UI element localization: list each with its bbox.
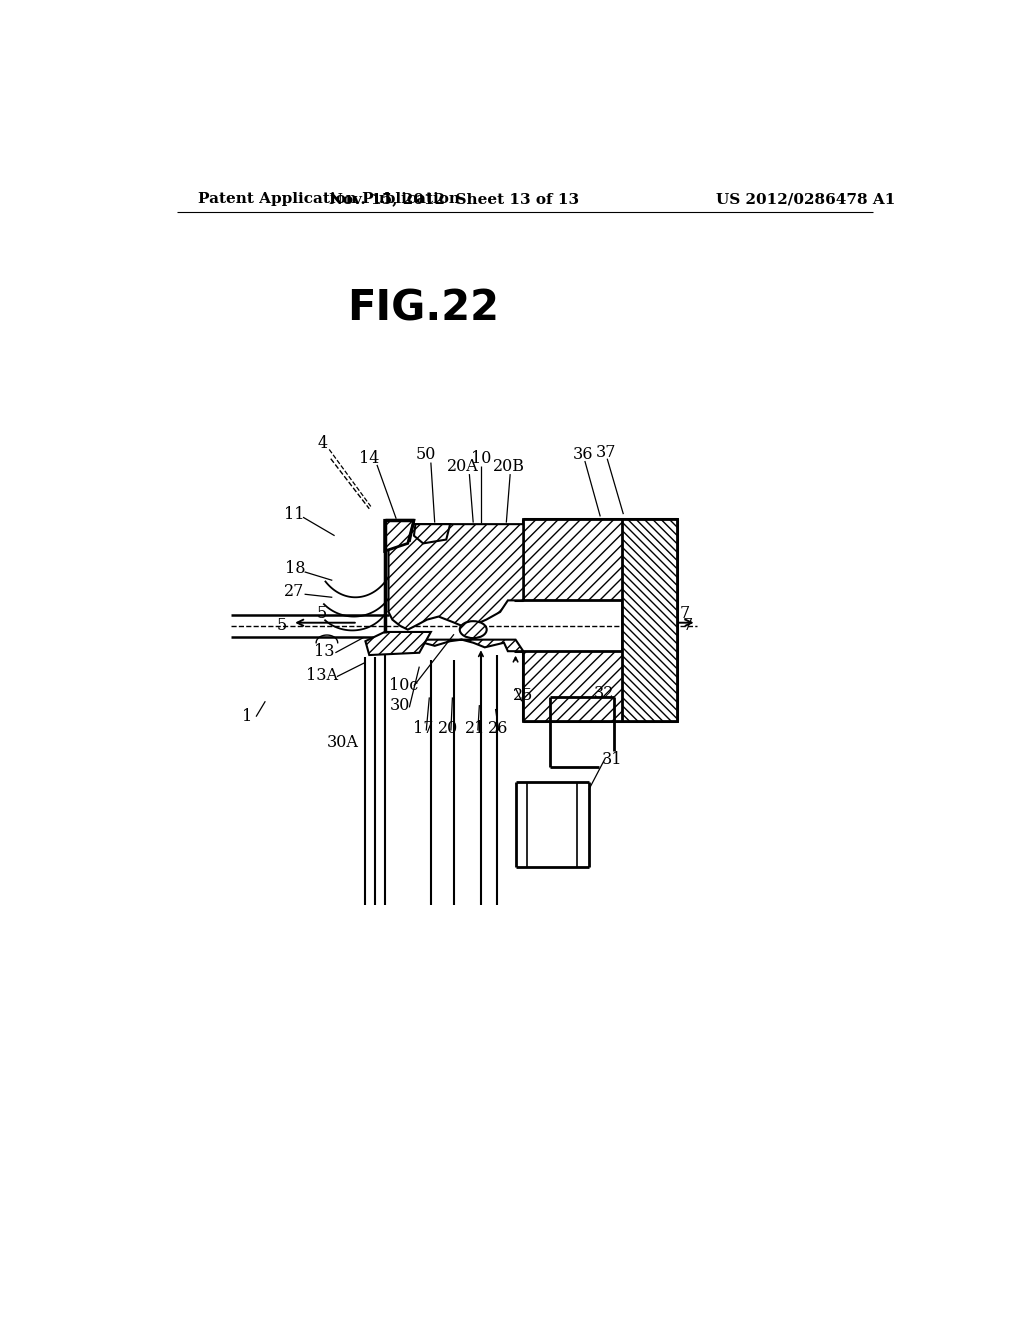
Text: 13A: 13A bbox=[305, 668, 338, 684]
Text: 25: 25 bbox=[513, 688, 534, 705]
Text: 32: 32 bbox=[594, 685, 614, 702]
Text: 10c: 10c bbox=[389, 677, 419, 694]
Polygon shape bbox=[523, 519, 677, 601]
Text: 1: 1 bbox=[243, 708, 253, 725]
Polygon shape bbox=[385, 520, 414, 552]
Text: 30A: 30A bbox=[327, 734, 358, 751]
Text: 26: 26 bbox=[487, 719, 508, 737]
Text: 31: 31 bbox=[601, 751, 622, 767]
Text: 10: 10 bbox=[471, 450, 492, 467]
Text: US 2012/0286478 A1: US 2012/0286478 A1 bbox=[716, 193, 895, 206]
Polygon shape bbox=[366, 632, 431, 655]
Text: 7: 7 bbox=[680, 605, 690, 622]
Text: 37: 37 bbox=[595, 444, 615, 461]
Polygon shape bbox=[523, 651, 677, 721]
Text: 50: 50 bbox=[416, 446, 435, 463]
Text: 5: 5 bbox=[276, 618, 287, 635]
Text: Nov. 15, 2012  Sheet 13 of 13: Nov. 15, 2012 Sheet 13 of 13 bbox=[329, 193, 579, 206]
Text: 4: 4 bbox=[318, 434, 328, 451]
Text: 7: 7 bbox=[683, 618, 693, 635]
Text: 14: 14 bbox=[359, 450, 380, 467]
Polygon shape bbox=[388, 524, 523, 630]
Ellipse shape bbox=[460, 622, 486, 638]
Text: FIG.22: FIG.22 bbox=[347, 288, 499, 330]
Text: 27: 27 bbox=[285, 583, 305, 601]
Text: 15: 15 bbox=[659, 550, 680, 568]
Text: 5: 5 bbox=[316, 605, 327, 622]
Text: 17: 17 bbox=[413, 719, 433, 737]
Text: 13: 13 bbox=[314, 643, 335, 660]
Text: 18: 18 bbox=[285, 560, 305, 577]
Text: 21: 21 bbox=[465, 719, 485, 737]
Text: 11: 11 bbox=[284, 506, 304, 523]
Text: 20A: 20A bbox=[447, 458, 479, 475]
Polygon shape bbox=[622, 519, 677, 721]
Polygon shape bbox=[388, 638, 523, 651]
Text: 20: 20 bbox=[437, 719, 458, 737]
Text: 20B: 20B bbox=[494, 458, 525, 475]
Text: 30: 30 bbox=[390, 697, 411, 714]
Polygon shape bbox=[414, 524, 451, 544]
Text: 36: 36 bbox=[573, 446, 594, 463]
Text: Patent Application Publication: Patent Application Publication bbox=[199, 193, 461, 206]
